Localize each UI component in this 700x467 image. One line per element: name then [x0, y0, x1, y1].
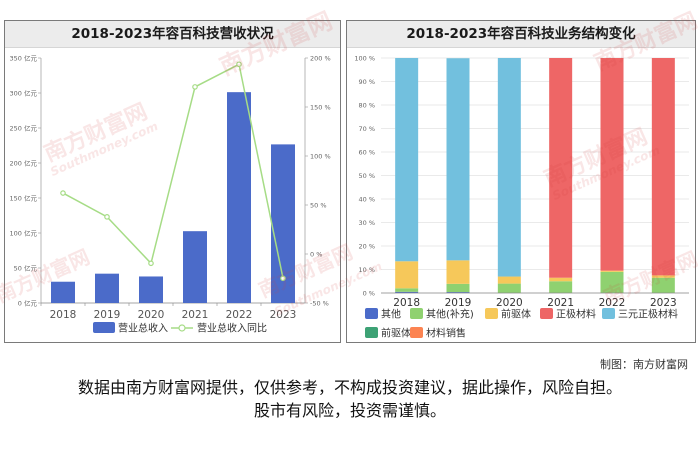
y-tick-label: 90 % — [358, 78, 375, 86]
legend-label: 材料销售 — [426, 327, 466, 340]
x-tick-label: 2021 — [182, 309, 209, 321]
stack-segment — [395, 58, 419, 262]
yoy-point — [148, 260, 154, 267]
x-tick-label: 2023 — [270, 309, 297, 321]
stack-segment — [651, 58, 675, 276]
x-tick-label: 2019 — [94, 309, 121, 321]
revenue-bar — [51, 281, 75, 303]
legend-label-revenue: 营业总收入 — [118, 322, 168, 335]
y-tick-label: 100 亿元 — [10, 229, 38, 238]
stack-segment — [446, 292, 470, 293]
yoy-point — [60, 190, 66, 196]
stack-segment — [497, 58, 521, 277]
y-tick-label: 10 % — [358, 266, 375, 274]
y-tick-label: 250 亿元 — [10, 124, 38, 133]
stack-segment — [600, 271, 624, 293]
x-tick-label: 2022 — [599, 297, 626, 309]
revenue-chart: 0 亿元 50 亿元 100 亿元 150 亿元 200 亿元 250 亿元 300 亿元 3… — [10, 54, 331, 335]
legend-swatch — [365, 308, 378, 319]
yoy-point — [236, 61, 242, 68]
stack-segment — [395, 261, 419, 289]
x-tick-label: 2019 — [445, 297, 472, 309]
y-tick-label: 20 % — [358, 243, 375, 251]
x-tick-label: 2022 — [226, 309, 253, 321]
structure-chart-panel: 2018-2023年容百科技业务结构变化 0 % 10 % 20 % 30 % 40 %… — [346, 20, 696, 343]
structure-chart-title: 2018-2023年容百科技业务结构变化 — [347, 21, 695, 48]
revenue-bar — [95, 273, 119, 303]
stack-segment — [497, 283, 521, 293]
yoy-point — [192, 84, 198, 90]
y-tick-label: 40 % — [358, 196, 375, 204]
legend-label: 前驱体 — [501, 308, 531, 321]
y-tick-label: 50 % — [358, 172, 375, 180]
revenue-bar — [183, 231, 207, 303]
stack-segment — [395, 291, 419, 293]
revenue-bar — [227, 92, 251, 303]
revenue-bar — [139, 276, 163, 303]
legend-label: 三元正极材料 — [618, 308, 678, 321]
revenue-chart-title: 2018-2023年容百科技营收状况 — [5, 21, 340, 48]
legend-swatch — [365, 327, 378, 338]
y-tick-label: 150 亿元 — [10, 194, 38, 203]
disclaimer-line-2: 股市有风险，投资需谨慎。 — [253, 401, 446, 420]
yoy-point — [280, 275, 286, 282]
stack-segment — [446, 58, 470, 261]
x-tick-label: 2020 — [496, 297, 523, 309]
legend-swatch — [602, 308, 615, 319]
revenue-chart-panel: 2018-2023年容百科技营收状况 0 亿元 50 亿元 100 亿元 150 亿元… — [4, 20, 341, 343]
y2-tick-label: 50 % — [310, 202, 327, 210]
y2-tick-label: 100 % — [310, 153, 331, 161]
stack-segment — [600, 58, 624, 271]
y-tick-label: 50 亿元 — [14, 264, 38, 273]
legend-label: 其他(补充) — [426, 308, 474, 321]
disclaimer-line-1: 数据由南方财富网提供，仅供参考，不构成投资建议，据此操作，风险自担。 — [77, 378, 622, 397]
y-tick-label: 30 % — [358, 219, 375, 227]
stack-segment — [651, 277, 675, 293]
y-tick-label: 200 亿元 — [10, 159, 38, 168]
stack-segment — [497, 276, 521, 284]
y-tick-label: 80 % — [358, 102, 375, 110]
legend-label-yoy: 营业总收入同比 — [197, 322, 267, 335]
yoy-point — [104, 214, 110, 220]
x-tick-label: 2023 — [650, 297, 677, 309]
legend-swatch — [485, 308, 498, 319]
legend-label: 正极材料 — [556, 308, 596, 321]
y2-tick-label: 150 % — [310, 104, 331, 112]
stack-segment — [651, 275, 675, 278]
x-tick-label: 2018 — [50, 309, 77, 321]
y-tick-label: 350 亿元 — [10, 54, 38, 63]
x-tick-label: 2020 — [138, 309, 165, 321]
y-tick-label: 0 % — [363, 290, 375, 298]
y-tick-label: 70 % — [358, 125, 375, 133]
legend-swatch — [540, 308, 553, 319]
y2-tick-label: 0 % — [310, 251, 322, 259]
x-tick-label: 2018 — [393, 297, 420, 309]
stack-segment — [446, 260, 470, 284]
y2-tick-label: -50 % — [310, 300, 329, 308]
stack-segment — [549, 277, 573, 282]
y-tick-label: 60 % — [358, 149, 375, 157]
x-tick-label: 2021 — [547, 297, 574, 309]
structure-chart: 0 % 10 % 20 % 30 % 40 % 50 % 60 % 70 % 80 % 90 % 1… — [354, 55, 689, 340]
yoy-line — [62, 63, 284, 279]
y-tick-label: 300 亿元 — [10, 89, 38, 98]
stack-segment — [549, 58, 573, 278]
y2-tick-label: 200 % — [310, 55, 331, 63]
stack-segment — [600, 270, 624, 272]
legend-swatch — [410, 327, 423, 338]
legend-swatch — [410, 308, 423, 319]
y-tick-label: 0 亿元 — [18, 299, 38, 308]
disclaimer: 数据由南方财富网提供，仅供参考，不构成投资建议，据此操作，风险自担。 股市有风险… — [0, 376, 700, 422]
chart-credit: 制图：南方财富网 — [600, 358, 688, 371]
legend-swatch-yoy-point — [178, 324, 186, 332]
legend-label: 前驱体 — [381, 327, 411, 340]
legend-swatch-revenue — [93, 322, 115, 333]
legend-label: 其他 — [381, 308, 401, 321]
stack-segment — [395, 288, 419, 292]
stack-segment — [446, 283, 470, 293]
stack-segment — [549, 281, 573, 293]
y-tick-label: 100 % — [354, 55, 375, 63]
